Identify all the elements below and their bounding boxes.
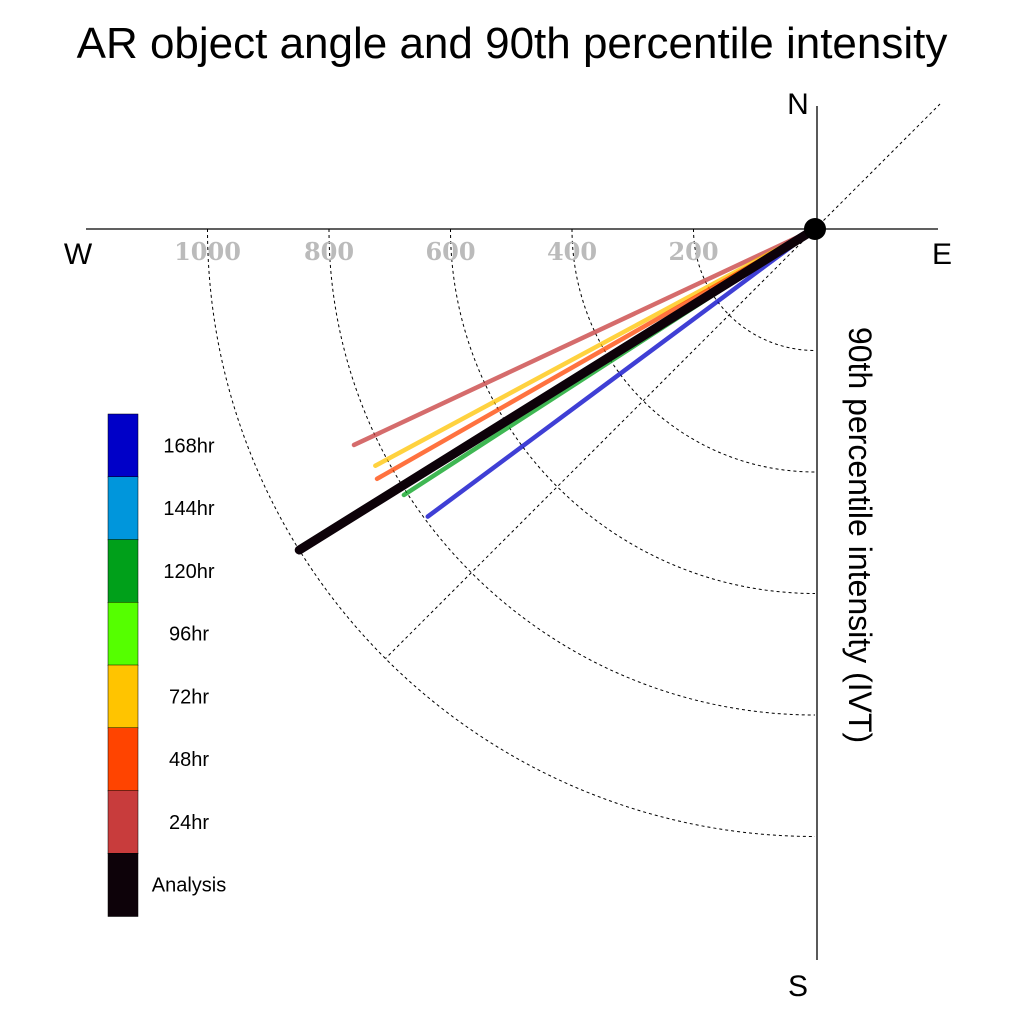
legend-label-168hr: 168hr: [163, 435, 214, 457]
axes: [86, 106, 938, 960]
compass-north-label: N: [787, 88, 809, 121]
chart-title: AR object angle and 90th percentile inte…: [77, 19, 948, 68]
legend: 168hr 144hr 120hr 96hr 72hr 48hr 24hr Analysis: [107, 413, 226, 917]
series-line-168hr: [425, 226, 818, 519]
legend-swatch-168hr: [107, 413, 139, 478]
legend-label-24hr: 24hr: [169, 812, 209, 834]
radial-tick-labels: 200 400 600 800 1000: [174, 237, 718, 266]
legend-label-120hr: 120hr: [163, 561, 214, 583]
legend-label-48hr: 48hr: [169, 749, 209, 771]
legend-swatch-96hr: [107, 602, 139, 666]
grid-arc-600: [450, 228, 816, 594]
legend-swatch-24hr: [107, 790, 139, 854]
legend-label-72hr: 72hr: [169, 686, 209, 708]
series-line-analysis: [294, 224, 820, 555]
polar-grid: [207, 103, 941, 837]
legend-swatch-120hr: [107, 539, 139, 603]
legend-swatch-analysis: [107, 853, 139, 917]
tick-label-400: 400: [547, 237, 597, 266]
grid-arc-200: [693, 228, 816, 351]
grid-reference-line: [385, 228, 816, 659]
legend-swatch-144hr: [107, 476, 139, 541]
series-line-24hr: [351, 226, 818, 448]
legend-swatch-72hr: [107, 664, 139, 729]
legend-label-144hr: 144hr: [163, 498, 214, 520]
origin-point: [804, 218, 826, 240]
compass-west-label: W: [64, 238, 93, 271]
compass-east-label: E: [932, 238, 952, 271]
tick-label-200: 200: [668, 237, 718, 266]
legend-label-analysis: Analysis: [152, 875, 226, 897]
grid-arc-400: [571, 228, 816, 473]
grid-arc-800: [328, 228, 816, 716]
tick-label-1000: 1000: [174, 237, 241, 266]
tick-label-800: 800: [304, 237, 354, 266]
grid-reference-line: [814, 103, 941, 230]
series-lines: [294, 224, 820, 555]
grid-arc-1000: [207, 228, 816, 837]
legend-label-96hr: 96hr: [169, 624, 209, 646]
tick-label-600: 600: [425, 237, 475, 266]
compass-south-label: S: [788, 970, 808, 1003]
y-axis-label: 90th percentile intensity (IVT): [842, 327, 878, 743]
legend-swatch-48hr: [107, 727, 139, 792]
